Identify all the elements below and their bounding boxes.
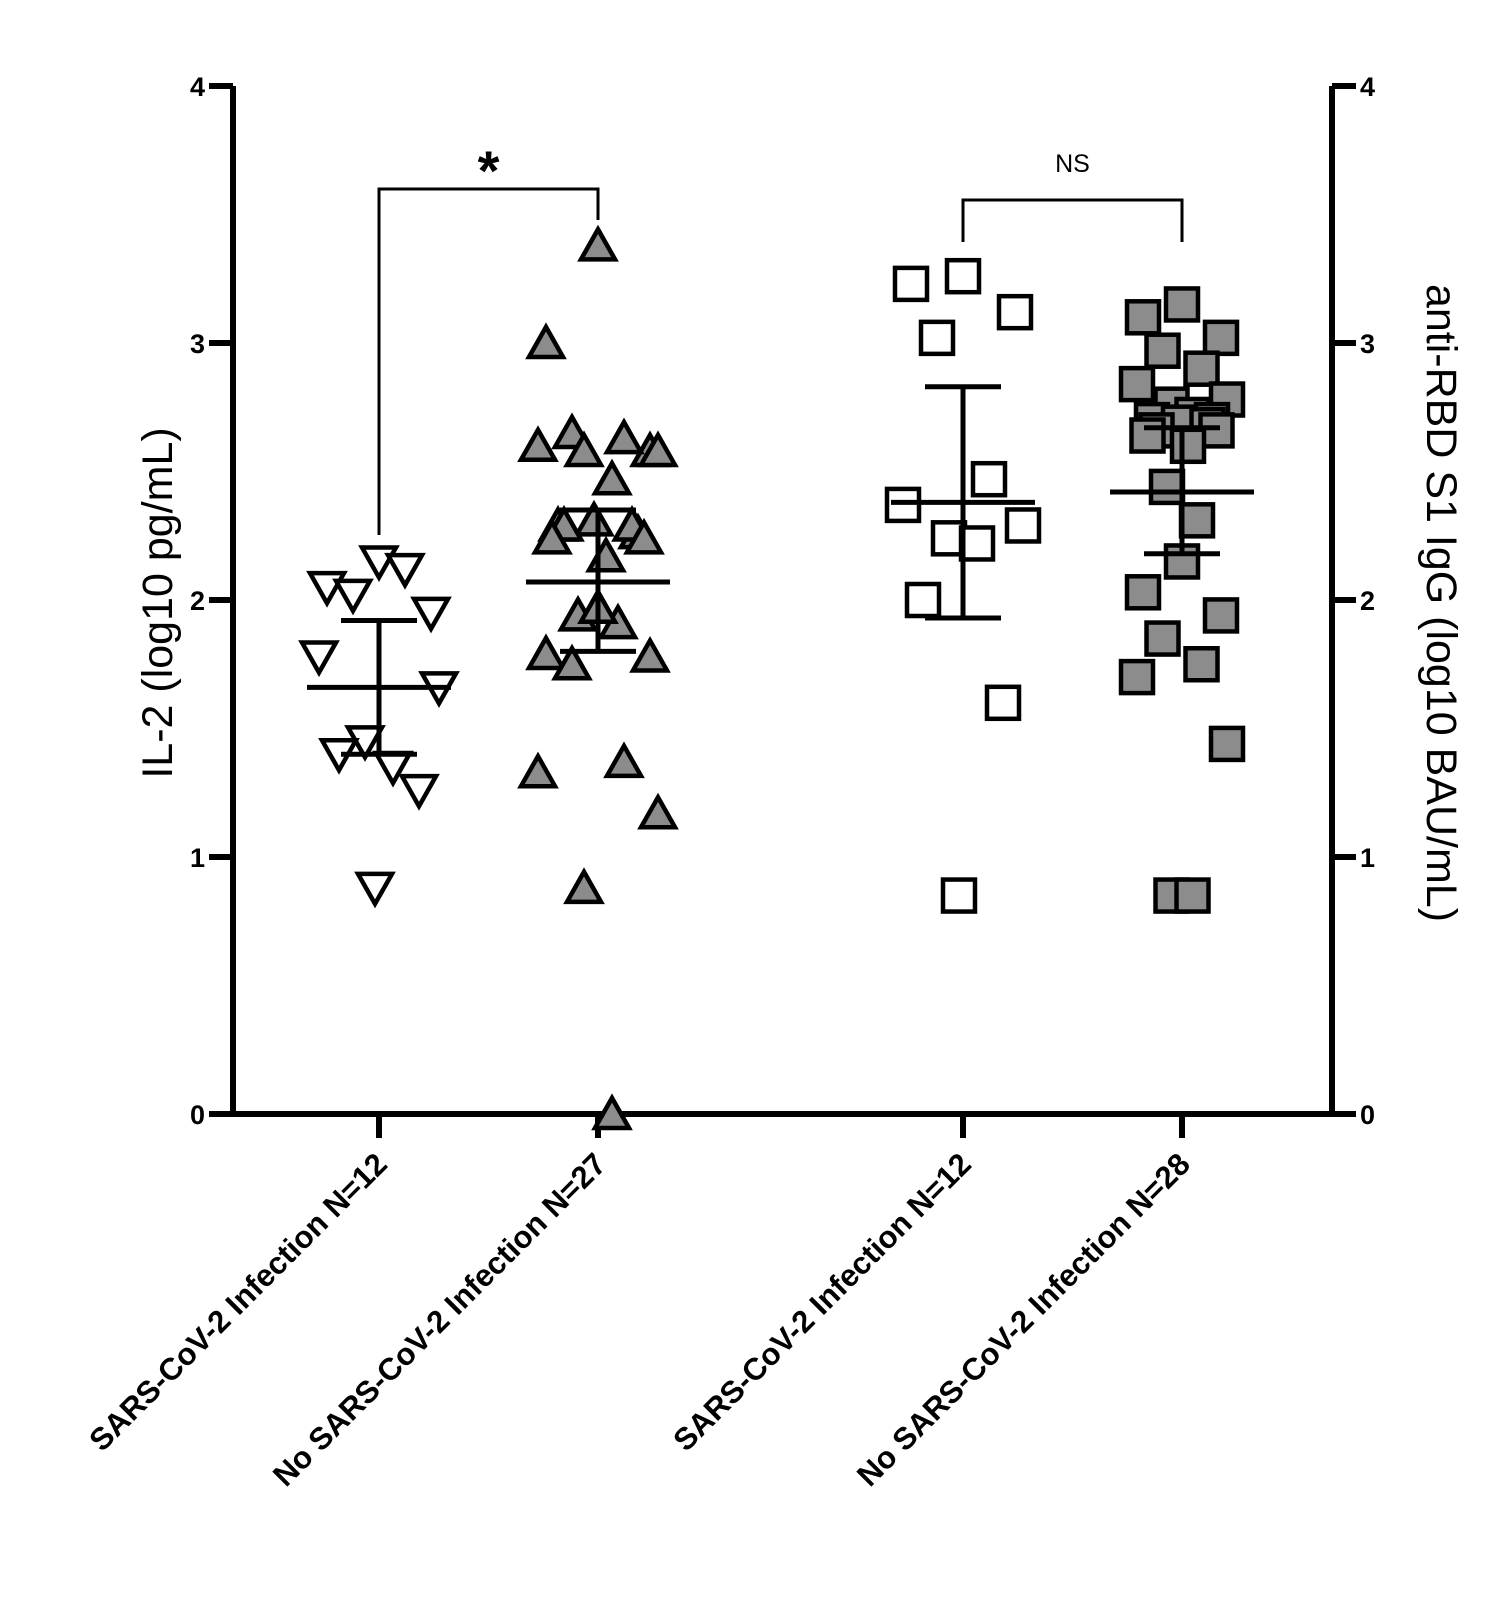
data-point-square bbox=[1174, 877, 1211, 914]
left-y-tick-label: 0 bbox=[190, 1100, 205, 1130]
data-point-square bbox=[1169, 427, 1207, 465]
significance-label: * bbox=[478, 139, 500, 202]
significance-brackets bbox=[377, 187, 1184, 535]
left-y-tick-label: 2 bbox=[190, 586, 205, 616]
significance-bracket bbox=[961, 198, 1184, 242]
data-point-triangle-up bbox=[577, 224, 619, 262]
data-point-triangle-up bbox=[623, 517, 665, 555]
data-point-square bbox=[1202, 319, 1240, 357]
data-point-triangle-up bbox=[563, 867, 605, 905]
left-y-tick-label: 1 bbox=[190, 843, 205, 873]
data-point-triangle-down bbox=[298, 640, 340, 678]
data-point-square bbox=[1118, 658, 1156, 696]
data-point-triangle-down bbox=[354, 871, 396, 909]
data-point-triangle-up bbox=[629, 635, 671, 673]
left-y-tick-label: 4 bbox=[190, 72, 205, 102]
data-point-triangle-up bbox=[591, 1093, 633, 1131]
data-point-triangle-up bbox=[517, 425, 559, 463]
data-point-square bbox=[940, 877, 978, 914]
data-point-triangle-down bbox=[398, 773, 440, 811]
data-point-triangle-up bbox=[563, 430, 605, 468]
data-point-square bbox=[1183, 646, 1220, 683]
data-point-square bbox=[1004, 507, 1042, 544]
data-point-square bbox=[1163, 286, 1201, 323]
data-point-triangle-up bbox=[603, 741, 645, 779]
data-point-square bbox=[958, 525, 996, 562]
data-point-square bbox=[1148, 468, 1186, 506]
data-point-square bbox=[996, 293, 1034, 331]
data-point-triangle-up bbox=[573, 499, 615, 537]
data-point-square bbox=[904, 581, 942, 619]
data-point-square bbox=[884, 486, 922, 524]
data-point-square bbox=[984, 684, 1022, 722]
data-point-square bbox=[1178, 502, 1216, 539]
data-point-square bbox=[1124, 299, 1162, 336]
error-bars bbox=[307, 384, 1254, 757]
significance-bracket bbox=[377, 187, 600, 535]
data-point-square bbox=[1124, 574, 1162, 611]
left-y-tick-label: 3 bbox=[190, 329, 205, 359]
data-point-triangle-up bbox=[551, 643, 593, 681]
right-y-axis-title: anti-RBD S1 IgG (log10 BAU/mL) bbox=[1417, 284, 1465, 922]
data-point-square bbox=[1183, 350, 1220, 387]
significance-label: NS bbox=[1055, 150, 1090, 178]
data-point-square bbox=[1208, 725, 1246, 763]
data-point-square bbox=[1144, 620, 1181, 657]
data-point-triangle-down bbox=[410, 596, 452, 634]
right-y-tick-label: 0 bbox=[1360, 1100, 1375, 1130]
data-point-triangle-down bbox=[384, 552, 426, 590]
data-point-square bbox=[1129, 417, 1166, 454]
right-y-tick-label: 3 bbox=[1360, 329, 1375, 359]
data-point-triangle-up bbox=[525, 633, 567, 671]
data-point-triangle-up bbox=[591, 458, 633, 496]
right-y-tick-label: 2 bbox=[1360, 586, 1375, 616]
data-point-triangle-up bbox=[585, 535, 627, 573]
data-point-square bbox=[892, 265, 930, 303]
data-point-square bbox=[1202, 597, 1240, 634]
data-point-square bbox=[918, 319, 956, 357]
data-point-triangle-up bbox=[637, 430, 679, 468]
data-point-square bbox=[944, 257, 982, 295]
data-point-triangle-up bbox=[603, 417, 645, 455]
data-point-triangle-up bbox=[517, 751, 559, 789]
data-point-square bbox=[970, 460, 1008, 498]
axes bbox=[209, 83, 1356, 1138]
data-point-triangle-up bbox=[531, 517, 573, 555]
data-point-square bbox=[1118, 365, 1156, 403]
right-y-tick-label: 1 bbox=[1360, 843, 1375, 873]
left-y-axis-title: IL-2 (log10 pg/mL) bbox=[134, 427, 182, 778]
right-y-tick-label: 4 bbox=[1360, 72, 1375, 102]
data-point-triangle-up bbox=[637, 792, 679, 830]
data-point-triangle-up bbox=[525, 322, 567, 360]
data-point-square bbox=[1144, 332, 1181, 369]
data-points bbox=[298, 224, 1246, 1131]
data-point-triangle-down bbox=[332, 578, 374, 616]
